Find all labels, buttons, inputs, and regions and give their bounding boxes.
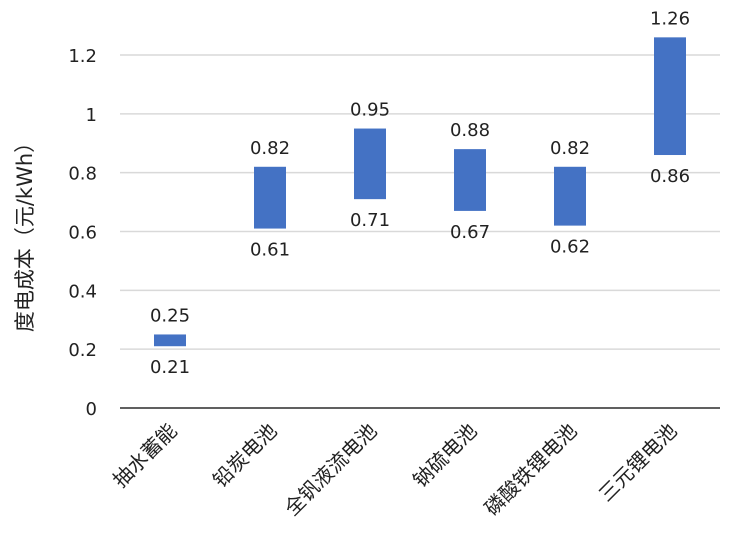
y-tick-label: 0.6 xyxy=(68,223,97,244)
x-tick-label: 铅炭电池 xyxy=(208,419,282,493)
range-bar xyxy=(154,334,186,347)
gridlines xyxy=(120,54,720,350)
high-value-label: 1.26 xyxy=(650,8,690,29)
y-tick-label: 0.2 xyxy=(68,340,97,361)
y-tick-label: 0 xyxy=(86,399,97,420)
y-tick-label: 1.2 xyxy=(68,46,97,67)
range-bar xyxy=(354,128,386,200)
y-axis-label: 度电成本（元/kWh） xyxy=(13,132,37,332)
x-tick-label: 磷酸铁锂电池 xyxy=(480,419,582,521)
high-value-label: 0.95 xyxy=(350,100,390,121)
low-value-label: 0.61 xyxy=(250,240,290,261)
y-tick-label: 0.8 xyxy=(68,164,97,185)
low-value-label: 0.62 xyxy=(550,237,590,258)
range-bar xyxy=(654,37,686,156)
low-value-label: 0.21 xyxy=(150,357,190,378)
data-labels: 0.25 0.21 0.82 0.61 0.95 0.71 0.88 0.67 0.82 0.62… xyxy=(150,8,690,378)
bars xyxy=(154,37,686,347)
x-tick-label: 抽水蓄能 xyxy=(108,419,182,493)
low-value-label: 0.86 xyxy=(650,166,690,187)
low-value-label: 0.67 xyxy=(450,222,490,243)
y-tick-label: 0.4 xyxy=(68,281,97,302)
range-bar xyxy=(254,166,286,229)
x-tick-label: 全钒液流电池 xyxy=(280,419,382,521)
y-axis-ticks: 0 0.2 0.4 0.6 0.8 1 1.2 xyxy=(68,46,97,420)
range-bar xyxy=(554,166,586,226)
high-value-label: 0.82 xyxy=(250,138,290,159)
x-tick-label: 钠硫电池 xyxy=(408,419,482,493)
range-bar xyxy=(454,149,486,211)
y-tick-label: 1 xyxy=(86,105,97,126)
low-value-label: 0.71 xyxy=(350,210,390,231)
high-value-label: 0.82 xyxy=(550,138,590,159)
x-tick-label: 三元锂电池 xyxy=(594,419,682,507)
high-value-label: 0.88 xyxy=(450,120,490,141)
high-value-label: 0.25 xyxy=(150,305,190,326)
